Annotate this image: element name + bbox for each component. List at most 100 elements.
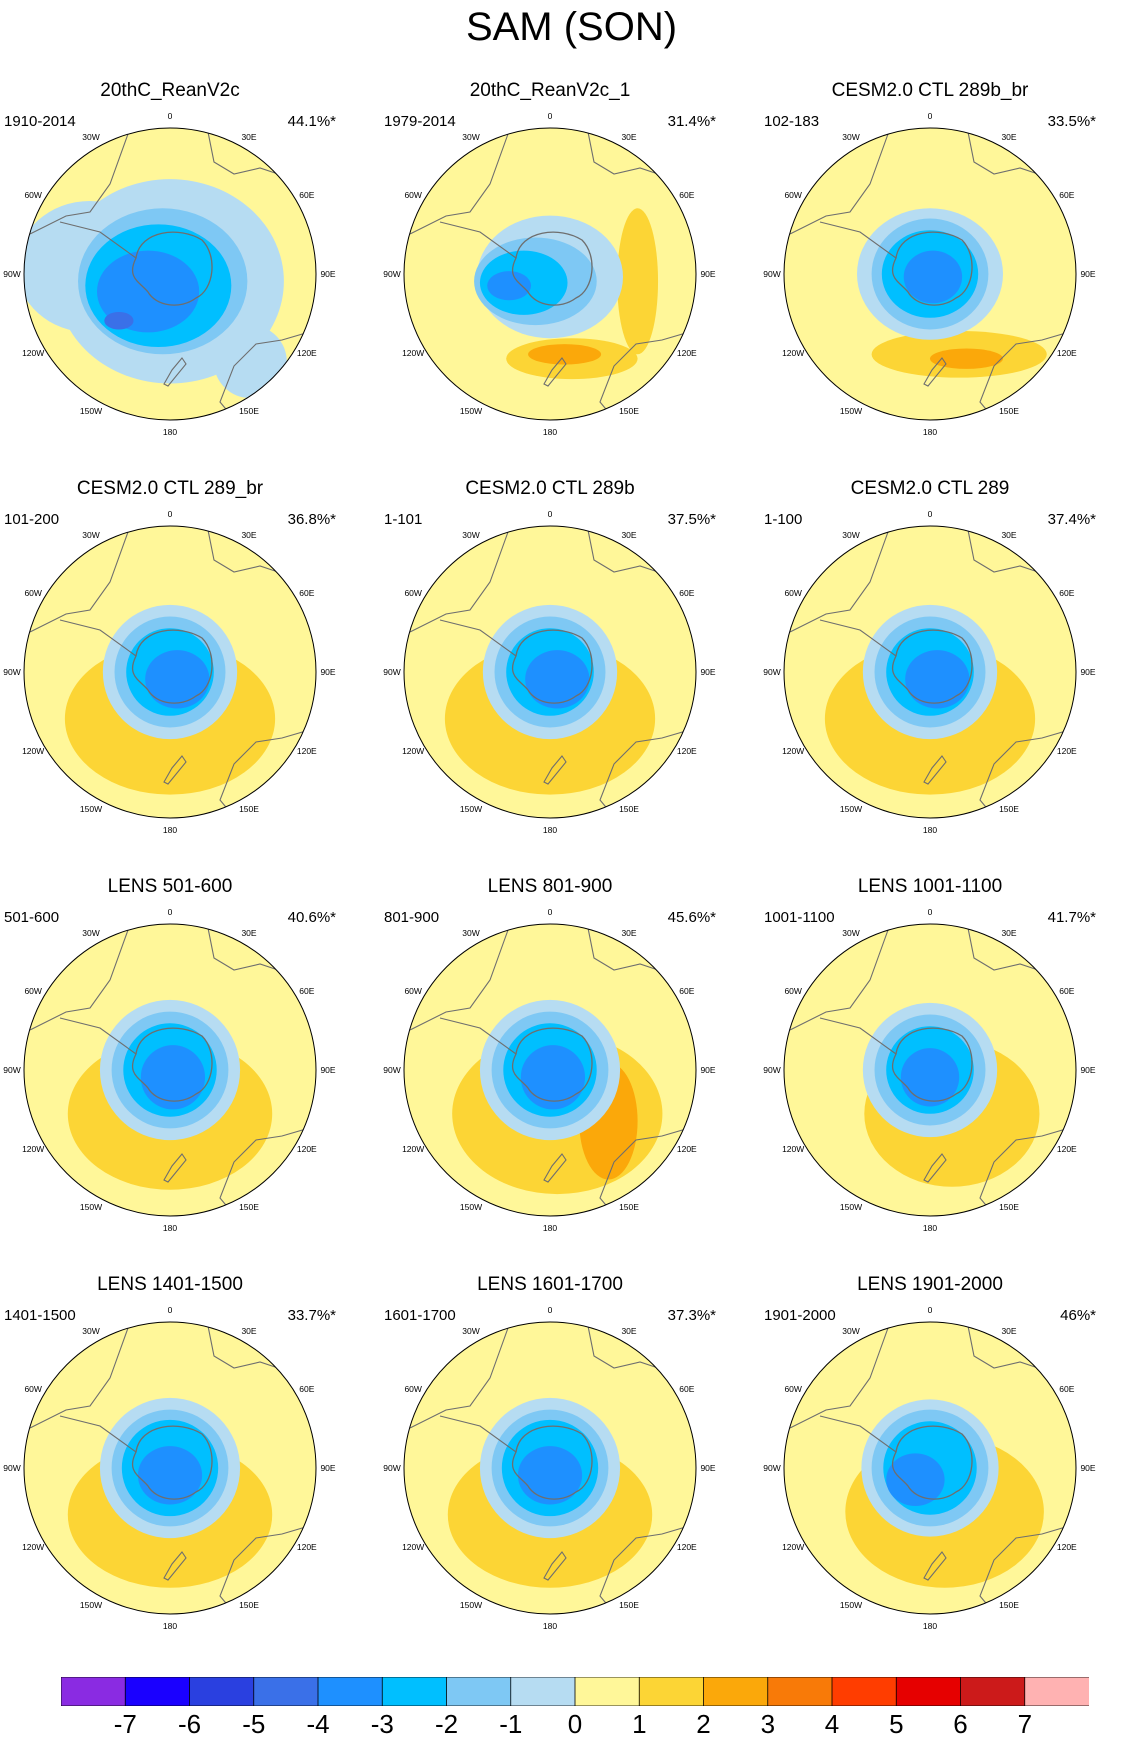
antarctic-peninsula-coastline [439,221,517,259]
antarctica-coastline [131,629,213,704]
longitude-label: 60W [404,588,421,598]
australia-coastline [979,1523,1076,1609]
longitude-label: 90E [1080,1463,1095,1473]
longitude-label: 150W [460,406,482,416]
colorbar-tick-label: 7 [1017,1709,1033,1739]
longitude-label: 90E [1080,1065,1095,1075]
longitude-label: 120E [677,348,697,358]
australia-coastline [219,1125,316,1211]
longitude-label: 150W [80,804,102,814]
map-panel: LENS 1601-1700 1601-1700 37.3%* 0 30E 60E 9… [380,1274,720,1664]
colorbar-swatch [381,1677,448,1706]
map-panel: LENS 801-900 801-900 45.6%* 0 30E 60E 90E 12… [380,876,720,1266]
contour-field [24,924,316,1216]
colorbar-swatch [831,1677,898,1706]
panel-title: LENS 801-900 [487,876,613,897]
new-zealand-coastline [923,755,947,785]
panel-period: 801-900 [384,909,440,926]
longitude-label: 60E [299,986,314,996]
contour-band [487,271,532,301]
antarctica-coastline [511,231,593,306]
longitude-label: 30W [462,530,479,540]
antarctica-coastline [131,1027,213,1102]
south-america-coastline [409,1327,509,1429]
longitude-label: 90W [383,269,400,279]
longitude-label: 0 [548,111,553,121]
colorbar-swatch [574,1677,641,1706]
longitude-label: 30W [462,132,479,142]
longitude-label: 150W [840,406,862,416]
longitude-label: 90E [320,667,335,677]
longitude-label: 150E [239,1600,259,1610]
colorbar-tick-label: -5 [242,1709,266,1739]
longitude-label: 30E [241,530,256,540]
contour-band [886,1453,945,1506]
new-zealand-coastline [163,357,187,387]
colorbar-swatch [253,1677,319,1706]
colorbar-tick-label: -6 [177,1709,202,1739]
longitude-label: 90E [700,667,715,677]
panel-variance: 33.7%* [287,1307,336,1324]
australia-coastline [219,329,316,415]
contour-band [930,348,1003,369]
longitude-label: 60E [1059,986,1074,996]
map-boundary [23,1321,317,1615]
africa-coastline [207,529,291,577]
longitude-label: 120E [297,1542,317,1552]
new-zealand-coastline [923,357,947,387]
longitude-label: 150E [999,1600,1019,1610]
longitude-label: 90E [700,1463,715,1473]
longitude-label: 0 [928,1305,933,1315]
panel-period: 1901-2000 [764,1307,836,1324]
contour-field [404,128,696,420]
map-boundary [23,525,317,819]
longitude-label: 180 [543,1223,557,1233]
colorbar-swatch [767,1677,833,1706]
colorbar-tick-label: -4 [306,1709,330,1739]
south-america-coastline [29,1327,129,1429]
antarctica-coastline [511,1425,593,1500]
longitude-label: 60E [1059,1384,1074,1394]
longitude-label: 120E [677,1144,697,1154]
antarctic-peninsula-coastline [439,1017,517,1055]
longitude-label: 30W [82,1326,99,1336]
contour-band [617,208,659,355]
longitude-label: 150W [840,1202,862,1212]
colorbar-swatch [638,1677,705,1706]
new-zealand-coastline [543,357,567,387]
longitude-label: 90W [383,1065,400,1075]
panel-title: 20thC_ReanV2c [100,80,240,101]
map-boundary [403,127,697,421]
longitude-label: 30W [82,132,99,142]
antarctic-peninsula-coastline [59,1017,137,1055]
longitude-label: 180 [543,1621,557,1631]
australia-coastline [979,1125,1076,1211]
panel-period: 1910-2014 [4,113,76,130]
longitude-label: 60W [404,986,421,996]
longitude-label: 60W [24,190,41,200]
longitude-label: 180 [923,1223,937,1233]
longitude-label: 60W [784,190,801,200]
south-america-coastline [789,531,889,633]
longitude-label: 120E [1057,1542,1077,1552]
africa-coastline [587,529,671,577]
longitude-label: 60E [679,1384,694,1394]
longitude-label: 120W [782,348,804,358]
panel-variance: 46%* [1060,1307,1096,1324]
colorbar-tick-label: 2 [696,1709,711,1739]
panel-variance: 31.4%* [667,113,716,130]
longitude-label: 90E [320,269,335,279]
longitude-label: 60E [299,1384,314,1394]
longitude-label: 120W [402,1542,424,1552]
longitude-label: 30E [241,1326,256,1336]
longitude-label: 90W [3,1463,20,1473]
panel-variance: 33.5%* [1047,113,1096,130]
longitude-label: 150E [619,1202,639,1212]
contour-band [520,1045,586,1110]
polar-map: 0 30E 60E 90E 120E 150E 180 150W 120W 90W 60W 30W [383,907,716,1233]
longitude-label: 0 [928,111,933,121]
longitude-label: 120E [297,746,317,756]
contour-field [404,1322,696,1614]
longitude-label: 30E [241,132,256,142]
antarctica-coastline [511,1027,593,1102]
